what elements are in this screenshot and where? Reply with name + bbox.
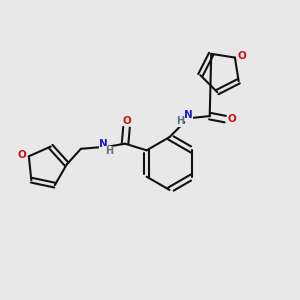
Text: O: O [18, 150, 27, 160]
Text: O: O [122, 116, 131, 126]
Text: N: N [99, 139, 108, 149]
Text: O: O [227, 114, 236, 124]
Text: O: O [237, 51, 246, 62]
Text: H: H [176, 116, 184, 127]
Text: H: H [105, 146, 113, 157]
Text: N: N [184, 110, 193, 120]
